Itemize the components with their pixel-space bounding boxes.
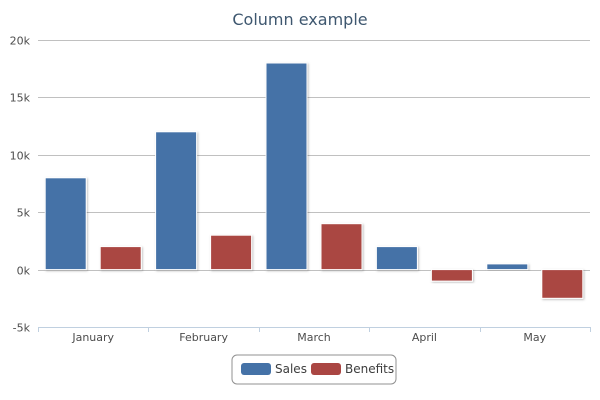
x-tick-label: February <box>179 331 228 344</box>
bar-sales-march <box>265 62 308 271</box>
y-tick-label: 15k <box>10 92 31 105</box>
grid-lines <box>38 40 590 328</box>
x-tick-label: May <box>523 331 546 344</box>
bar-benefits-march <box>320 223 363 271</box>
legend-swatch-benefits <box>311 363 341 375</box>
bar-sales-february <box>155 131 198 271</box>
legend-swatch-sales <box>241 363 271 375</box>
y-tick-label: 10k <box>10 150 31 163</box>
x-axis: January February March April May <box>38 327 591 344</box>
x-tick-label: January <box>71 331 114 344</box>
x-tick-label: March <box>297 331 331 344</box>
bars <box>44 62 584 299</box>
chart-title: Column example <box>232 10 367 29</box>
legend-label-benefits: Benefits <box>345 362 394 376</box>
legend[interactable]: Sales Benefits <box>231 354 397 385</box>
bar-benefits-april <box>430 269 473 282</box>
y-tick-label: -5k <box>13 322 31 335</box>
bar-benefits-february <box>210 234 253 271</box>
bar-sales-april <box>375 246 418 271</box>
y-axis-ticks: -5k 0k 5k 10k 15k 20k <box>10 35 31 335</box>
bar-benefits-january <box>99 246 142 271</box>
y-tick-label: 5k <box>17 207 31 220</box>
bar-benefits-may <box>541 269 584 299</box>
y-tick-label: 20k <box>10 35 31 48</box>
legend-label-sales: Sales <box>275 362 307 376</box>
bar-sales-january <box>44 177 87 271</box>
legend-item-sales[interactable]: Sales <box>241 362 307 376</box>
bar-sales-may <box>486 263 529 271</box>
legend-item-benefits[interactable]: Benefits <box>311 362 394 376</box>
y-tick-label: 0k <box>17 265 31 278</box>
x-tick-label: April <box>412 331 437 344</box>
